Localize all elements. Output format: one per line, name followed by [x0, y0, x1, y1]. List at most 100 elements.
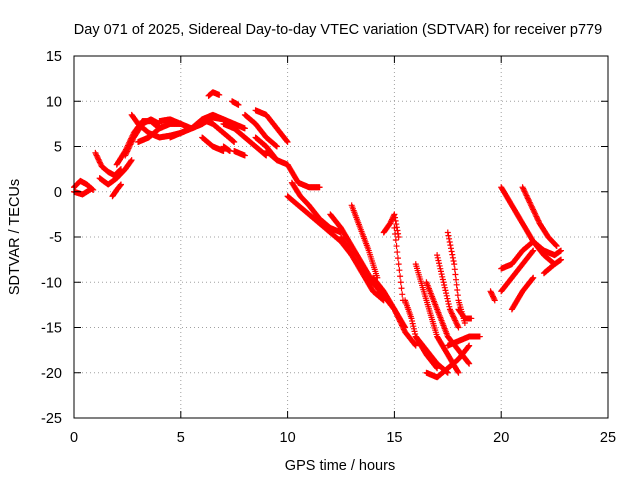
data-point: [445, 232, 452, 239]
data-points: [71, 89, 565, 381]
data-point: [241, 125, 248, 132]
data-point: [529, 248, 536, 255]
data-point: [532, 212, 539, 219]
data-point: [453, 276, 460, 283]
data-point: [126, 142, 133, 149]
data-point: [94, 155, 101, 162]
data-track: [71, 177, 97, 193]
data-point: [528, 202, 535, 209]
data-point: [530, 207, 537, 214]
data-point: [447, 242, 454, 249]
data-point: [392, 307, 399, 314]
data-point: [398, 321, 405, 328]
data-point: [399, 323, 406, 330]
data-point: [491, 297, 498, 304]
data-track: [220, 120, 270, 159]
data-point: [395, 315, 402, 322]
data-point: [553, 242, 560, 249]
data-track: [284, 161, 323, 191]
x-tick-label: 15: [386, 430, 402, 446]
data-point: [394, 255, 401, 262]
data-point: [558, 256, 565, 263]
data-point: [446, 303, 453, 310]
data-point: [93, 152, 100, 159]
data-point: [124, 146, 131, 153]
data-point: [436, 260, 443, 267]
data-point: [393, 310, 400, 317]
data-point: [392, 217, 399, 224]
data-point: [525, 196, 532, 203]
data-point: [444, 369, 451, 376]
data-track: [455, 306, 475, 322]
data-point: [439, 273, 446, 280]
data-point: [530, 274, 537, 281]
data-point: [524, 195, 531, 202]
data-point: [558, 247, 565, 254]
data-point: [394, 249, 401, 256]
data-point: [447, 307, 454, 314]
y-tick-label: -20: [41, 366, 62, 382]
data-point: [454, 323, 461, 330]
data-point: [397, 319, 404, 326]
data-point: [450, 257, 457, 264]
data-point: [522, 189, 529, 196]
data-point: [448, 309, 455, 316]
data-point: [393, 221, 400, 228]
data-point: [446, 235, 453, 242]
data-point: [442, 287, 449, 294]
data-point: [532, 210, 539, 217]
data-point: [393, 243, 400, 250]
axis-ticks: 0 5 10 15 20 25 15 10 5 0 -5 -10 -15 -20 -25: [41, 49, 616, 446]
data-point: [273, 143, 280, 150]
data-point: [452, 317, 459, 324]
data-track: [205, 89, 223, 99]
data-point: [126, 144, 133, 151]
data-point: [129, 137, 136, 144]
data-point: [534, 216, 541, 223]
data-point: [450, 314, 457, 321]
data-track: [540, 256, 565, 277]
data-track: [338, 234, 387, 304]
data-point: [395, 261, 402, 268]
data-point: [434, 254, 441, 261]
y-tick-label: -15: [41, 321, 62, 337]
data-point: [454, 321, 461, 328]
data-point: [226, 148, 233, 155]
x-axis-label: GPS time / hours: [285, 458, 395, 474]
data-point: [446, 238, 453, 245]
data-track: [241, 111, 280, 150]
data-track: [109, 181, 124, 200]
data-point: [394, 227, 401, 234]
data-point: [400, 325, 407, 332]
data-point: [520, 185, 527, 192]
data-point: [520, 187, 527, 194]
data-point: [394, 313, 401, 320]
data-point: [443, 290, 450, 297]
data-point: [437, 268, 444, 275]
data-point: [128, 140, 135, 147]
data-point: [397, 279, 404, 286]
data-point: [125, 145, 132, 152]
data-point: [122, 151, 129, 158]
y-tick-label: -25: [41, 411, 62, 427]
data-point: [391, 211, 398, 218]
data-point: [445, 298, 452, 305]
data-point: [465, 343, 472, 350]
data-track: [423, 342, 473, 381]
data-point: [397, 273, 404, 280]
data-point: [437, 265, 444, 272]
data-point: [451, 316, 458, 323]
data-point: [491, 296, 498, 303]
data-point: [552, 241, 559, 248]
data-point: [97, 160, 104, 167]
data-point: [450, 313, 457, 320]
x-tick-label: 25: [600, 430, 616, 446]
data-point: [449, 251, 456, 258]
y-axis-label: SDTVAR / TECUs: [7, 179, 23, 295]
data-track: [487, 288, 498, 304]
x-tick-label: 0: [70, 430, 78, 446]
data-track: [96, 157, 135, 188]
data-point: [395, 234, 402, 240]
data-point: [439, 276, 446, 283]
data-track: [92, 149, 124, 179]
